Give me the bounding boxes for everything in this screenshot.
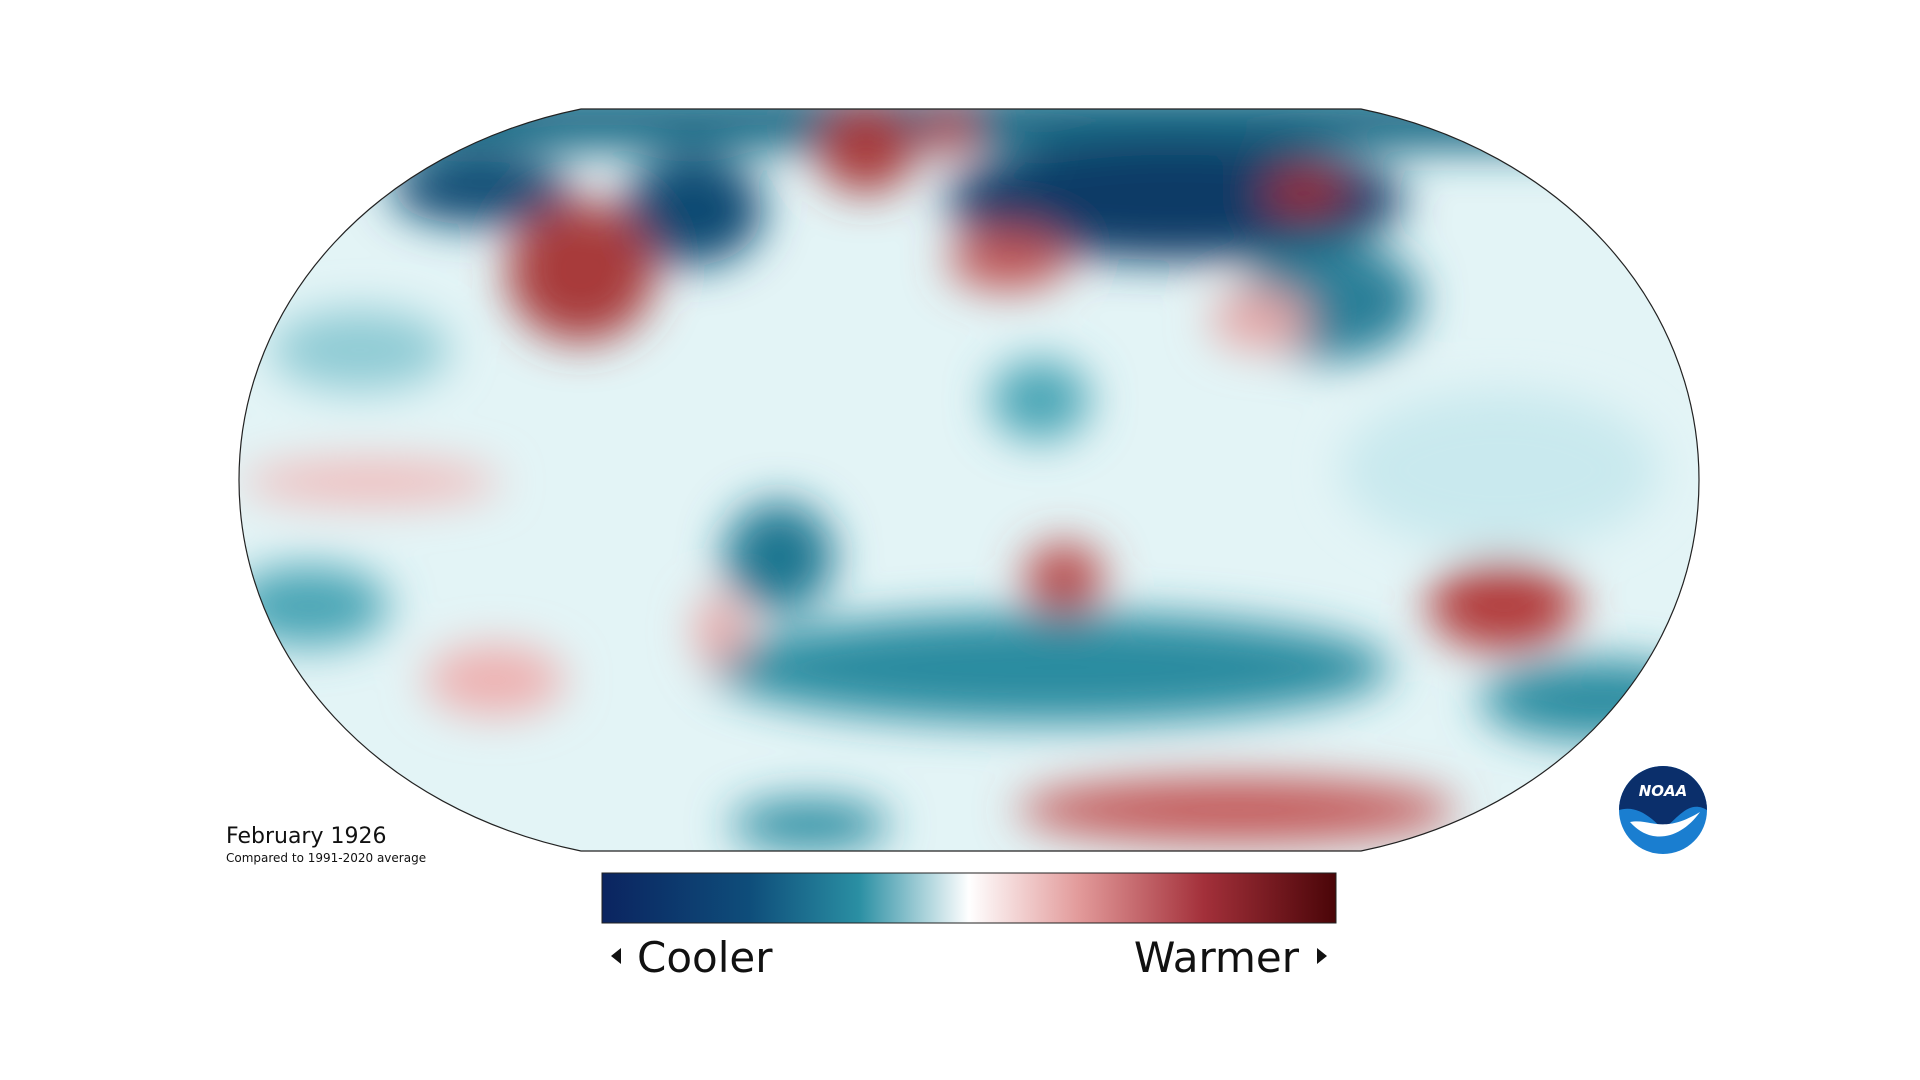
anomaly-map [239, 109, 1699, 851]
arrow-left [611, 948, 621, 964]
legend-low: Cooler [637, 933, 773, 982]
logo-text: NOAA [1639, 782, 1688, 800]
map-title: February 1926 [226, 824, 386, 849]
map-subtitle: Compared to 1991-2020 average [226, 851, 426, 865]
legend-high: Warmer [1134, 933, 1300, 982]
color-scale [601, 872, 1337, 924]
arrow-right [1317, 948, 1327, 964]
noaa-logo: NOAA [1619, 766, 1707, 854]
map-outline [238, 108, 1700, 852]
